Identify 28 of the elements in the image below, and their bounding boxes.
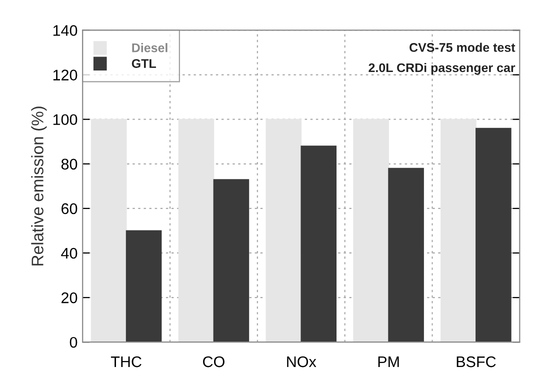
x-tick-label: CO [203,356,224,368]
bar [440,118,476,342]
y-tick-label: 100 [53,114,78,126]
bar [178,118,214,342]
y-tick-label: 140 [53,25,78,36]
bar [353,118,389,342]
bar [126,230,162,342]
annotation: 2.0L CRDi passenger car [368,62,516,75]
x-tick-label: BSFC [456,356,496,368]
bar [476,128,512,342]
bar [300,146,337,342]
y-axis-title: Relative emission (%) [31,106,47,266]
bar [213,179,250,342]
y-tick-label: 0 [70,336,78,348]
bar [90,118,127,342]
x-tick-label: PM [378,356,399,368]
y-tick-label: 120 [53,70,78,80]
legend-label: GTL [132,59,156,68]
bar [388,168,424,342]
x-tick-label: THC [110,356,142,368]
annotation: CVS-75 mode test [410,42,516,52]
y-tick-label: 80 [61,158,78,170]
y-tick-label: 20 [62,292,78,304]
bar [266,118,302,342]
legend-label: Diesel [132,43,168,52]
x-tick-label: NOx [287,356,316,368]
y-tick-label: 40 [61,248,78,259]
y-tick-label: 60 [62,203,78,214]
